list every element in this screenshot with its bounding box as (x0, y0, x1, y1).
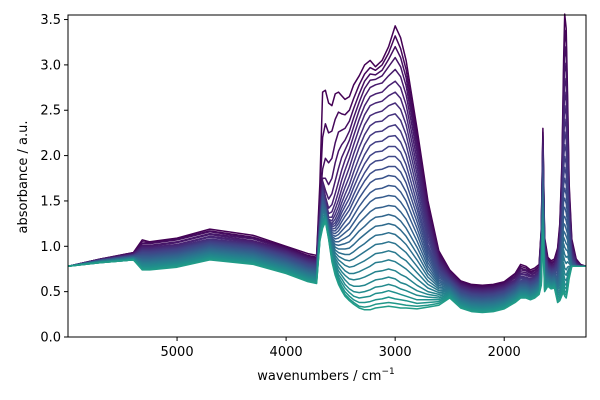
y-axis-ticks: 0.0 0.5 1.0 1.5 2.0 2.5 3.0 3.5 (40, 13, 68, 346)
y-tick-label: 3.5 (40, 13, 61, 28)
y-tick-label: 1.5 (40, 194, 61, 209)
spectrum-line-1 (67, 13, 587, 287)
y-tick-label: 2.0 (40, 149, 61, 164)
y-tick-label: 1.0 (40, 240, 61, 255)
x-tick-label: 5000 (161, 345, 194, 360)
y-tick-label: 0.0 (40, 331, 61, 346)
series-lines (67, 13, 587, 314)
y-tick-label: 0.5 (40, 285, 61, 300)
x-axis-label: wavenumbers / cm−1 (257, 367, 395, 384)
x-tick-label: 4000 (270, 345, 303, 360)
x-tick-label: 2000 (488, 345, 521, 360)
y-axis-label: absorbance / a.u. (16, 120, 31, 233)
x-tick-label: 3000 (379, 345, 412, 360)
plot-frame (67, 14, 587, 338)
x-axis-ticks: 5000 4000 3000 2000 (161, 337, 521, 360)
spectrum-line-31 (67, 221, 586, 314)
y-tick-label: 2.5 (40, 104, 61, 119)
y-tick-label: 3.0 (40, 58, 61, 73)
